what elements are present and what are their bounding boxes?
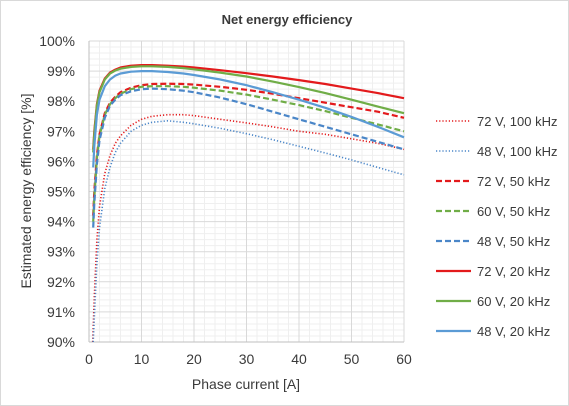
y-tick-label: 98% (47, 93, 75, 109)
series-line (92, 85, 405, 222)
series-line (91, 113, 405, 343)
y-tick-label: 96% (47, 153, 75, 169)
series-line (92, 87, 405, 228)
series-line (92, 69, 405, 168)
series-lines (91, 63, 405, 343)
legend: 72 V, 100 kHz 48 V, 100 kHz 72 V, 50 kHz 60… (436, 114, 557, 339)
legend-label: 72 V, 100 kHz (477, 114, 557, 129)
chart-title: Net energy efficiency (222, 12, 354, 27)
y-tick-label: 97% (47, 123, 75, 139)
legend-label: 72 V, 20 kHz (477, 264, 550, 279)
y-tick-label: 100% (39, 33, 75, 49)
legend-label: 48 V, 20 kHz (477, 324, 550, 339)
axes (88, 41, 404, 343)
y-tick-label: 99% (47, 63, 75, 79)
legend-label: 48 V, 50 kHz (477, 234, 550, 249)
tick-labels: 0 10 20 30 40 50 60 90% 91% 92% 93% 94% 95% 96% 97% 98%… (39, 33, 412, 367)
legend-label: 60 V, 20 kHz (477, 294, 550, 309)
y-tick-label: 94% (47, 214, 75, 230)
x-tick-label: 60 (396, 351, 412, 367)
y-tick-label: 95% (47, 184, 75, 200)
y-tick-label: 92% (47, 274, 75, 290)
x-tick-label: 20 (186, 351, 202, 367)
y-tick-label: 91% (47, 304, 75, 320)
x-tick-label: 0 (85, 351, 93, 367)
y-axis-title: Estimated energy efficiency [%] (18, 93, 34, 288)
x-tick-label: 40 (291, 351, 307, 367)
x-tick-label: 50 (344, 351, 360, 367)
series-line (92, 120, 405, 343)
x-axis-title: Phase current [A] (192, 376, 300, 392)
x-tick-label: 30 (239, 351, 255, 367)
y-tick-label: 90% (47, 334, 75, 350)
y-tick-label: 93% (47, 244, 75, 260)
series-line (92, 82, 405, 216)
legend-label: 48 V, 100 kHz (477, 144, 557, 159)
series-line (92, 65, 405, 153)
legend-label: 72 V, 50 kHz (477, 174, 550, 189)
x-tick-label: 10 (134, 351, 150, 367)
legend-label: 60 V, 50 kHz (477, 204, 550, 219)
